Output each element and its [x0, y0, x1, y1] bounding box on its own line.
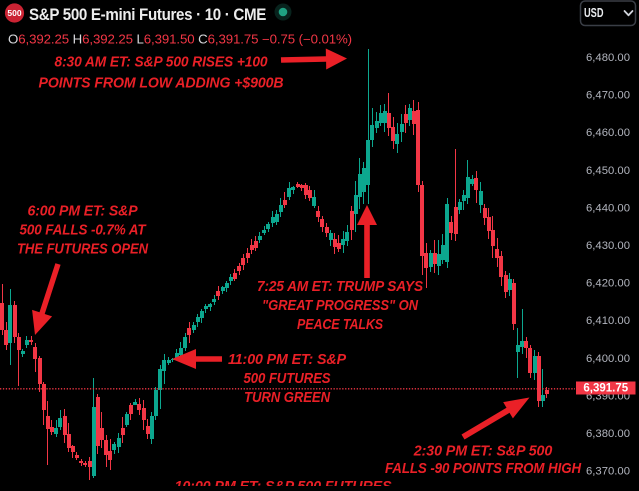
svg-text:2:30 PM ET: S&P 500: 2:30 PM ET: S&P 500 — [413, 444, 552, 460]
svg-text:10:00 PM ET: S&P 500 FUTURES: 10:00 PM ET: S&P 500 FUTURES — [175, 479, 392, 486]
svg-text:O6,392.25 H6,392.25 L6,391.50: O6,392.25 H6,392.25 L6,391.50 C6,391.75 … — [8, 33, 352, 47]
svg-text:6,470.00: 6,470.00 — [586, 90, 630, 102]
svg-text:6,460.00: 6,460.00 — [586, 127, 630, 139]
svg-text:500 FUTURES: 500 FUTURES — [244, 371, 331, 387]
svg-text:USD: USD — [584, 6, 604, 20]
svg-text:500: 500 — [7, 8, 21, 18]
svg-text:6,450.00: 6,450.00 — [586, 165, 630, 177]
svg-text:11:00 PM ET: S&P: 11:00 PM ET: S&P — [228, 352, 346, 368]
svg-text:S&P 500 E-mini Futures · 10 ·: S&P 500 E-mini Futures · 10 · CME — [29, 5, 266, 24]
svg-text:POINTS FROM LOW ADDING +$900B: POINTS FROM LOW ADDING +$900B — [39, 76, 284, 92]
svg-text:"GREAT PROGRESS" ON: "GREAT PROGRESS" ON — [262, 298, 418, 314]
svg-text:6,440.00: 6,440.00 — [586, 202, 630, 214]
svg-text:THE FUTURES OPEN: THE FUTURES OPEN — [17, 242, 148, 258]
svg-text:500 FALLS -0.7% AT: 500 FALLS -0.7% AT — [20, 223, 147, 239]
svg-text:6,391.75: 6,391.75 — [583, 383, 628, 395]
svg-text:8:30 AM ET: S&P 500 RISES +100: 8:30 AM ET: S&P 500 RISES +100 — [55, 55, 268, 71]
svg-text:PEACE TALKS: PEACE TALKS — [297, 317, 383, 333]
svg-text:6,400.00: 6,400.00 — [586, 353, 630, 365]
svg-text:6,430.00: 6,430.00 — [586, 240, 630, 252]
svg-text:6,420.00: 6,420.00 — [586, 278, 630, 290]
svg-text:6,370.00: 6,370.00 — [586, 466, 630, 478]
svg-text:6:00 PM ET: S&P: 6:00 PM ET: S&P — [28, 204, 138, 220]
svg-text:FALLS -90 POINTS FROM HIGH: FALLS -90 POINTS FROM HIGH — [385, 461, 582, 477]
svg-text:6,380.00: 6,380.00 — [586, 428, 630, 440]
svg-text:TURN GREEN: TURN GREEN — [244, 390, 331, 406]
svg-text:6,480.00: 6,480.00 — [586, 52, 630, 64]
svg-text:7:25 AM ET: TRUMP SAYS: 7:25 AM ET: TRUMP SAYS — [257, 279, 423, 295]
svg-text:6,410.00: 6,410.00 — [586, 315, 630, 327]
